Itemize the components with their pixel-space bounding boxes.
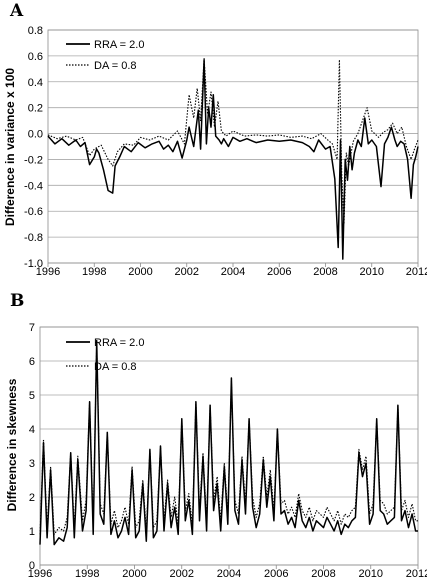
panel-b-y-tick-label: 1: [29, 526, 35, 538]
panel-b-skewness-chart: B 0 1 2 3 4 5 6 7 1996 1998 2000 2002 2004 2006 2008 2…: [5, 291, 427, 578]
panel-a-y-ticks: -1.0 -0.8 -0.6 -0.4 -0.2 0.0 0.2 0.4 0.6 0.8: [24, 25, 43, 270]
panel-b-x-tick-label: 2004: [217, 568, 241, 578]
panel-b-x-tick-label: 2002: [170, 568, 194, 578]
panel-b-legend-label-rra: RRA = 2.0: [94, 337, 144, 349]
panel-b-x-tick-label: 1998: [75, 568, 99, 578]
panel-a-x-tick-label: 2000: [128, 266, 152, 278]
panel-b-series-da-line: [39, 343, 418, 535]
panel-b-y-tick-label: 0: [29, 560, 35, 572]
panel-b-y-axis-label: Difference in skewness: [5, 378, 19, 511]
panel-a-y-tick-label: -0.2: [24, 154, 43, 166]
panel-a-x-tick-label: 2004: [221, 266, 245, 278]
panel-a-y-tick-label: -0.4: [24, 180, 43, 192]
panel-b-y-tick-label: 6: [29, 356, 35, 368]
panel-b-y-tick-label: 2: [29, 492, 35, 504]
panel-b-legend: RRA = 2.0 DA = 0.8: [66, 337, 144, 373]
panel-a-y-tick-label: 0.2: [28, 103, 43, 115]
panel-a-legend-label-da: DA = 0.8: [94, 60, 137, 72]
panel-b-legend-label-da: DA = 0.8: [94, 361, 137, 373]
panel-b-x-tick-label: 2008: [311, 568, 335, 578]
panel-b-x-tick-label: 2000: [122, 568, 146, 578]
panel-a-y-tick-label: -0.6: [24, 206, 43, 218]
panel-a-x-tick-label: 2012: [406, 266, 427, 278]
panel-a-y-tick-label: -0.8: [24, 232, 43, 244]
panel-b-y-tick-label: 7: [29, 322, 35, 334]
panel-b-y-tick-label: 4: [29, 424, 35, 436]
panel-b-x-tick-label: 2006: [264, 568, 288, 578]
panel-a-legend-label-rra: RRA = 2.0: [94, 39, 144, 51]
panel-b-series: [39, 339, 418, 546]
panel-a-x-ticks: 1996 1998 2000 2002 2004 2006 2008 2010 2012: [36, 263, 427, 278]
panel-a-series: [47, 57, 419, 260]
panel-a-variance-chart: A -1.0 -0.8 -0.6 -0.4 -0.2 0.0 0.2 0.4 0.6 0.8 19…: [3, 1, 427, 278]
panel-a-letter: A: [9, 1, 24, 21]
panel-b-letter: B: [10, 291, 24, 311]
panel-b-x-ticks: 1996 1998 2000 2002 2004 2006 2008 2010 2012: [28, 565, 427, 578]
panel-b-x-tick-label: 2012: [406, 568, 427, 578]
panel-a-legend: RRA = 2.0 DA = 0.8: [66, 39, 144, 72]
panel-b-y-ticks: 0 1 2 3 4 5 6 7: [29, 322, 35, 572]
panel-a-y-tick-label: 0.6: [28, 51, 43, 63]
panel-a-y-tick-label: 0.8: [28, 25, 43, 37]
panel-a-x-tick-label: 2002: [175, 266, 199, 278]
panel-a-x-tick-label: 1996: [36, 266, 60, 278]
panel-a-x-tick-label: 2008: [313, 266, 337, 278]
panel-a-y-axis-label: Difference in variance x 100: [3, 68, 17, 226]
panel-a-x-tick-label: 2010: [360, 266, 384, 278]
panel-b-x-tick-label: 1996: [28, 568, 52, 578]
panel-a-y-tick-label: 0.0: [28, 129, 43, 141]
panel-a-y-tick-label: -1.0: [24, 258, 43, 270]
panel-a-y-tick-label: 0.4: [28, 77, 43, 89]
panel-b-y-tick-label: 3: [29, 458, 35, 470]
panel-b-y-tick-label: 5: [29, 390, 35, 402]
panel-a-series-rra-line: [47, 59, 419, 260]
panel-b-x-tick-label: 2010: [359, 568, 383, 578]
panel-a-x-tick-label: 1998: [82, 266, 106, 278]
panel-a-x-tick-label: 2006: [267, 266, 291, 278]
